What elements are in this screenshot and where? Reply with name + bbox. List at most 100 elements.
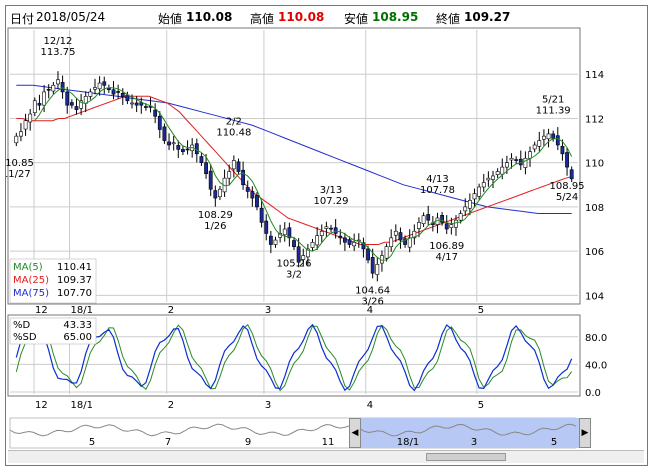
candle-body <box>273 239 278 245</box>
close-value: 109.27 <box>464 10 511 24</box>
price-annotation: 2/2 <box>226 116 242 127</box>
price-annotation: 106.89 <box>429 241 464 252</box>
candle-body <box>37 103 42 106</box>
legend-series-value: 110.41 <box>57 262 92 273</box>
price-x-tick: 2 <box>168 305 174 316</box>
candle-body <box>130 102 134 105</box>
candle-body <box>495 171 500 175</box>
candle-body <box>338 235 343 239</box>
candle-body <box>102 81 107 86</box>
candle-body <box>46 88 51 91</box>
candle-body <box>403 238 407 245</box>
price-annotation: 11/27 <box>6 169 31 180</box>
date-label: 日付 <box>10 12 35 26</box>
candle-body <box>472 193 477 200</box>
overview-x-tick: 3 <box>471 437 477 448</box>
legend-series-value: 107.70 <box>57 288 92 299</box>
overview-x-tick: 9 <box>245 437 251 448</box>
candle-body <box>551 133 556 139</box>
candle-body <box>412 230 417 239</box>
price-x-tick: 18/1 <box>71 305 93 316</box>
candle-body <box>426 214 431 221</box>
candle-body <box>28 113 33 123</box>
candle-body <box>120 92 125 97</box>
ma75-line <box>16 84 572 214</box>
candle-body <box>208 170 213 190</box>
candle-body <box>167 141 171 146</box>
stochastic-x-tick: 18/1 <box>71 400 93 411</box>
overview-x-tick: 18/1 <box>397 437 419 448</box>
candle-body <box>324 226 329 229</box>
candle-body <box>236 161 241 172</box>
candle-body <box>204 162 208 175</box>
price-y-tick: 104 <box>585 291 604 302</box>
candle-body <box>185 148 190 151</box>
price-annotation: 3/26 <box>361 296 383 307</box>
candle-body <box>486 177 491 181</box>
price-annotation: 1/26 <box>204 221 226 232</box>
price-annotation: 107.78 <box>420 185 455 196</box>
horizontal-scrollbar[interactable] <box>8 450 644 463</box>
candle-body <box>352 241 357 247</box>
overview-selected-range <box>361 418 579 448</box>
candle-body <box>467 199 472 209</box>
stochastic-d-line <box>15 323 573 392</box>
candle-body <box>287 227 292 239</box>
date-value: 2018/05/24 <box>36 10 106 24</box>
ma25-line <box>16 95 572 245</box>
candle-body <box>421 215 426 225</box>
legend-series-name: MA(75) <box>13 288 49 299</box>
stochastic-legend-name: %SD <box>13 332 37 343</box>
candle-body <box>444 223 449 230</box>
scroll-left-button[interactable]: ◀ <box>349 418 361 448</box>
stochastic-y-tick: 40.0 <box>585 360 607 371</box>
candle-body <box>23 120 28 130</box>
legend-layer: MA(5) 110.41 MA(25) 109.37 MA(75) 107.70 <box>9 258 97 304</box>
price-annotation: 111.39 <box>536 105 571 116</box>
candle-body <box>56 79 60 85</box>
candle-body <box>153 109 158 117</box>
price-annotation: 12/12 <box>44 36 73 47</box>
scrollbar-thumb[interactable] <box>426 453 506 461</box>
candle-body <box>546 133 551 140</box>
candle-body <box>361 242 366 250</box>
open-value: 110.08 <box>186 10 233 24</box>
stochastic-panel <box>7 314 581 397</box>
ma5-line <box>34 86 573 261</box>
stochastic-layer: %D 43.33 %SD 65.00 <box>9 317 573 392</box>
legend-series-value: 109.37 <box>57 275 92 286</box>
candles-layer <box>14 71 574 282</box>
candle-body <box>491 175 495 180</box>
price-annotation: 4/17 <box>435 252 457 263</box>
stochastic-y-tick: 0.0 <box>585 388 601 399</box>
candle-body <box>532 144 537 150</box>
candle-body <box>417 222 421 229</box>
candle-body <box>537 140 542 147</box>
price-annotation: 110.48 <box>216 127 251 138</box>
candle-body <box>398 232 403 241</box>
candle-body <box>194 143 199 155</box>
stochastic-grid <box>10 317 578 394</box>
candle-body <box>111 89 116 95</box>
candle-body <box>65 91 70 106</box>
stochastic-x-tick: 4 <box>367 400 373 411</box>
price-annotation: 108.95 <box>550 181 585 192</box>
price-annotation: 3/13 <box>320 185 342 196</box>
overview-panel[interactable]: 5 7 9 11 18/1 3 5 <box>9 417 579 449</box>
price-x-tick: 12 <box>35 305 48 316</box>
overview-x-tick: 5 <box>551 437 557 448</box>
price-panel <box>7 27 581 305</box>
candle-body <box>310 241 315 248</box>
candle-body <box>162 126 167 141</box>
candle-body <box>42 91 46 106</box>
candle-body <box>305 248 310 258</box>
candle-body <box>509 157 514 161</box>
high-value: 110.08 <box>278 10 325 24</box>
candle-body <box>259 207 264 223</box>
ma5-layer <box>34 86 573 261</box>
candle-body <box>555 135 560 146</box>
scroll-right-button[interactable]: ▶ <box>579 418 591 448</box>
price-annotation: 4/13 <box>426 174 448 185</box>
candle-body <box>347 239 352 245</box>
